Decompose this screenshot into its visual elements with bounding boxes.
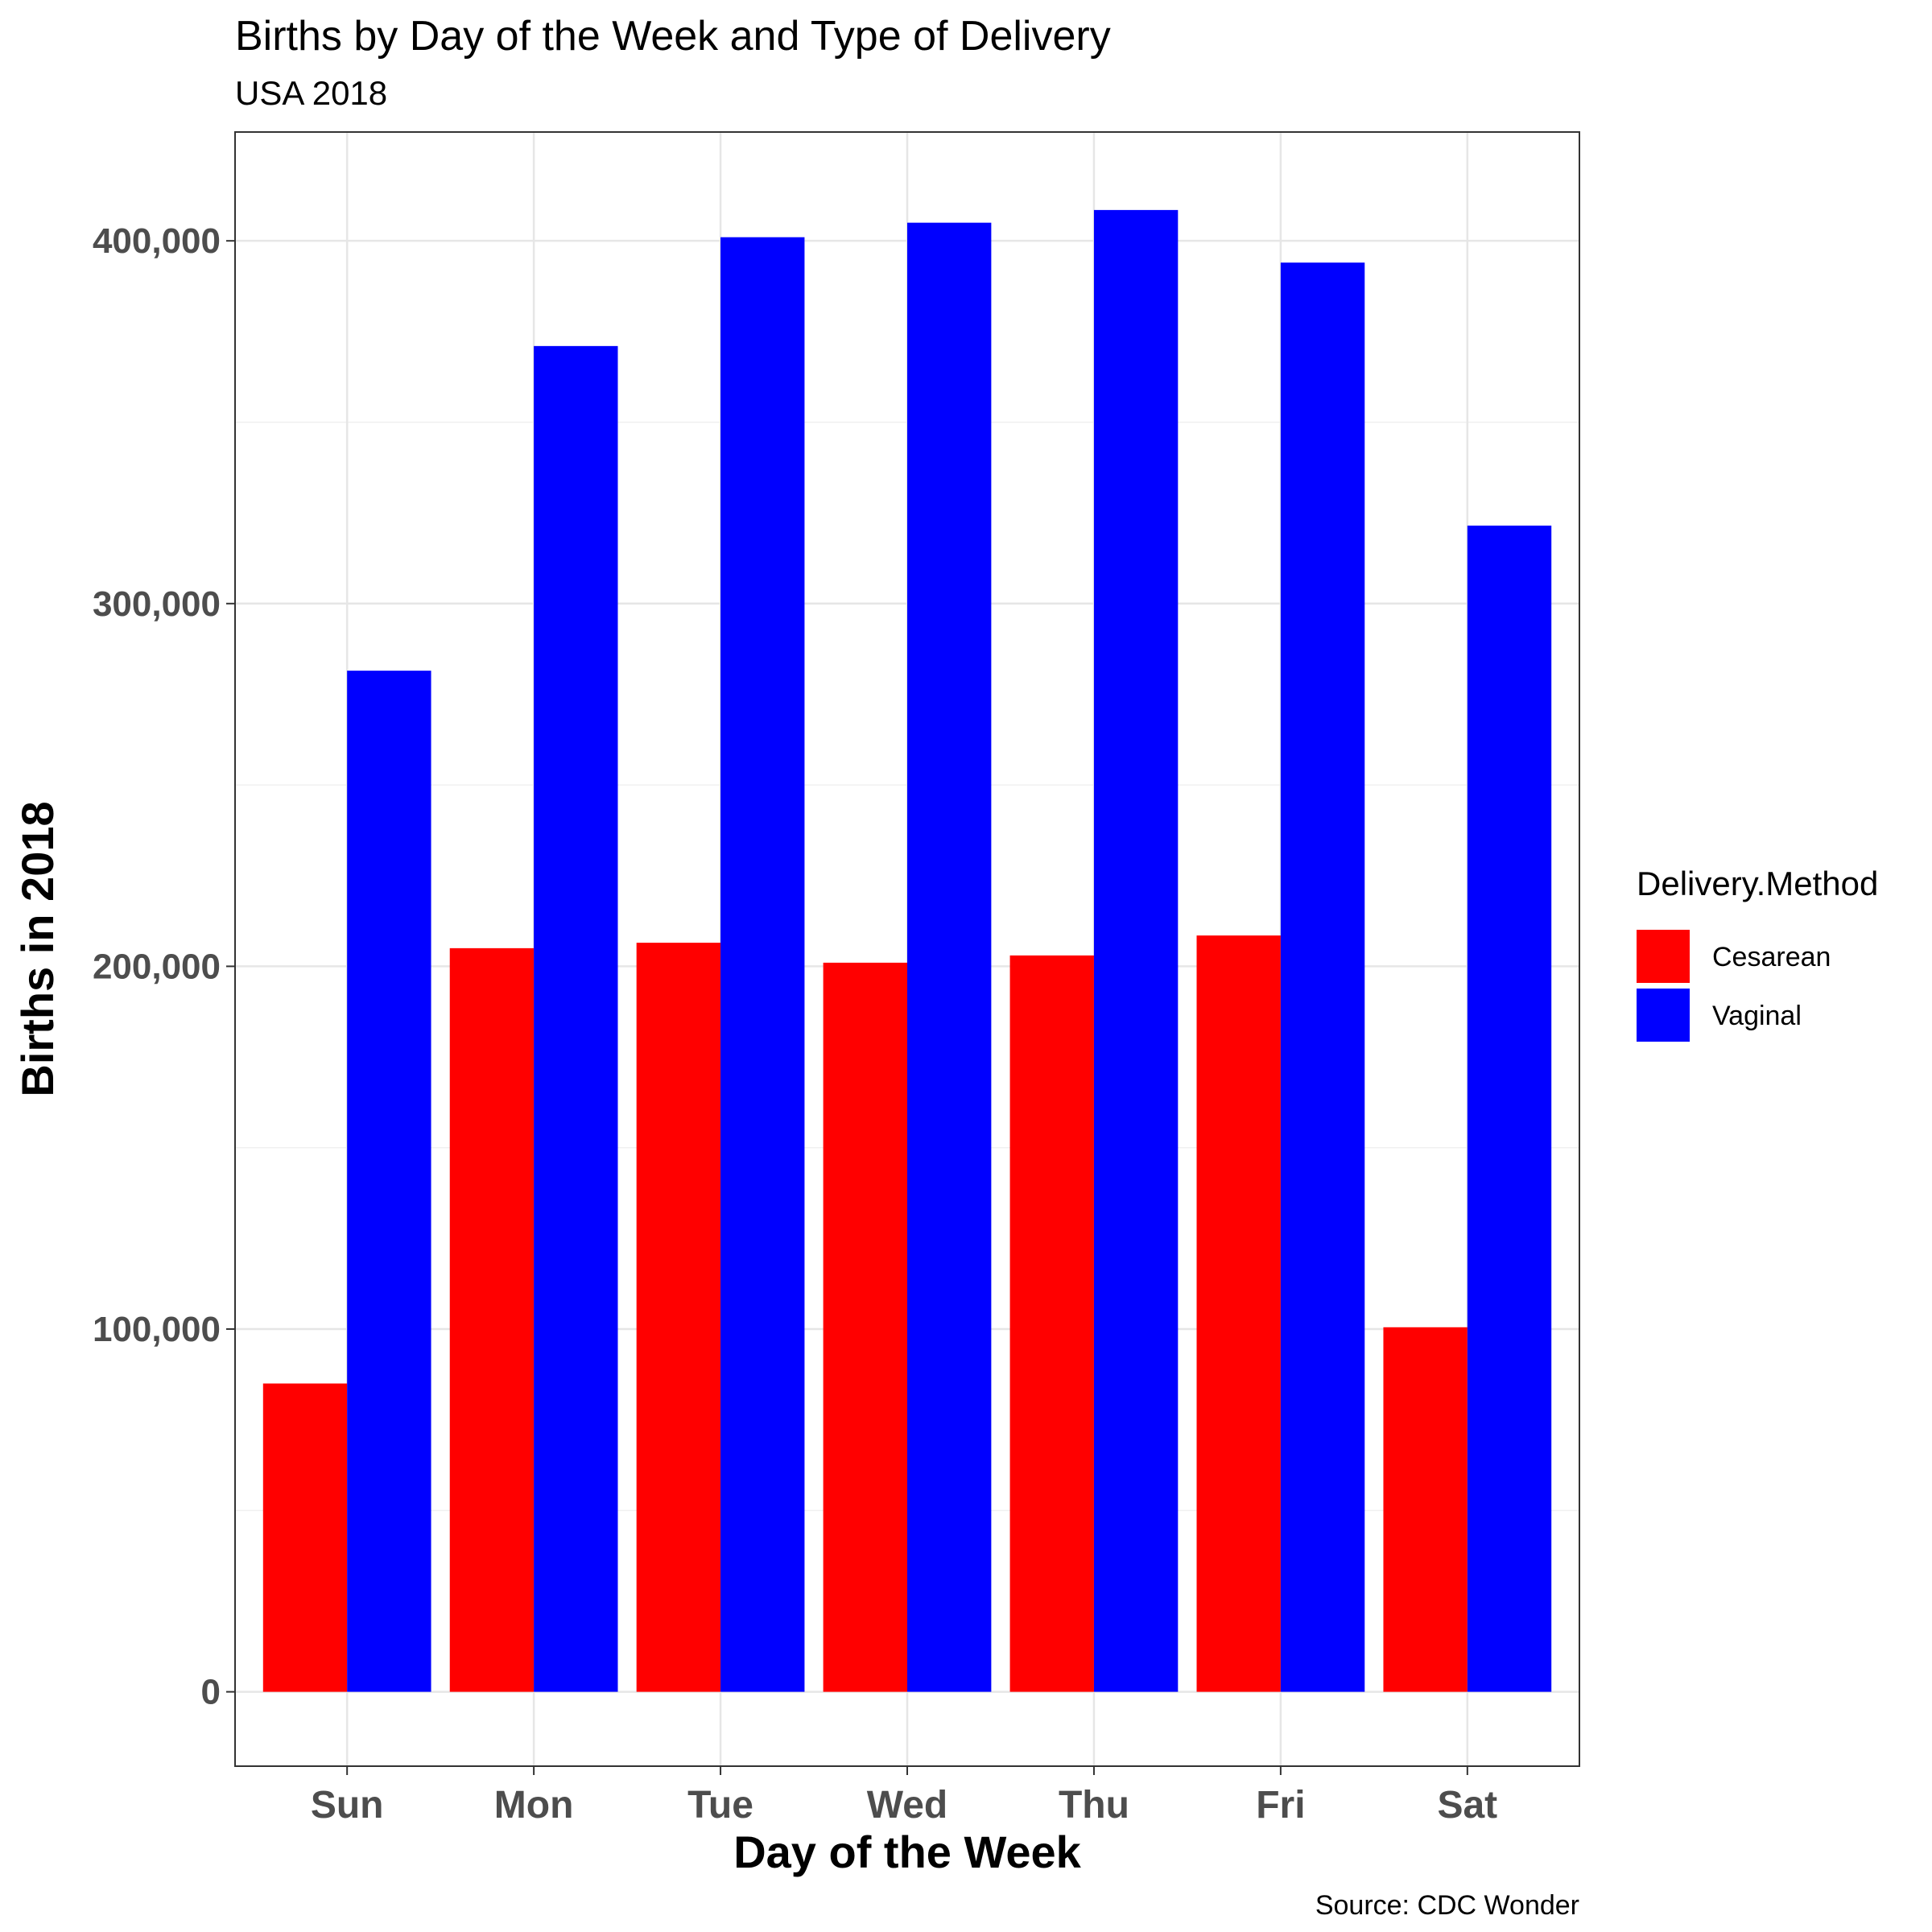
x-axis: Sun Mon Tue Wed Thu Fri Sat — [311, 1766, 1497, 1827]
bar-vaginal-sat — [1467, 525, 1552, 1692]
bar-cesarean-tue — [636, 943, 721, 1692]
legend-key-cesarean — [1637, 930, 1690, 983]
y-axis-title: Births in 2018 — [12, 801, 63, 1096]
y-axis: 0 100,000 200,000 300,000 400,000 — [93, 221, 235, 1712]
source-caption: Source: CDC Wonder — [1315, 1890, 1579, 1921]
legend-label-vaginal: Vaginal — [1712, 1001, 1802, 1031]
legend-title: Delivery.Method — [1637, 865, 1878, 902]
bar-cesarean-thu — [1009, 955, 1094, 1692]
bar-cesarean-fri — [1196, 935, 1281, 1692]
legend: Delivery.Method Cesarean Vaginal — [1637, 865, 1878, 1042]
bar-vaginal-mon — [534, 345, 618, 1692]
x-tick-label-fri: Fri — [1256, 1784, 1305, 1827]
y-tick-label: 400,000 — [93, 221, 221, 261]
x-axis-title: Day of the Week — [733, 1827, 1081, 1877]
x-tick-label-wed: Wed — [867, 1784, 947, 1827]
x-tick-label-thu: Thu — [1059, 1784, 1129, 1827]
bar-cesarean-sat — [1383, 1327, 1468, 1692]
y-tick-label: 300,000 — [93, 584, 221, 624]
x-tick-label-sun: Sun — [311, 1784, 384, 1827]
chart-subtitle: USA 2018 — [235, 74, 387, 112]
legend-key-vaginal — [1637, 989, 1690, 1042]
bar-vaginal-fri — [1280, 262, 1365, 1692]
y-tick-label: 0 — [201, 1673, 221, 1712]
y-tick-label: 200,000 — [93, 947, 221, 986]
bar-vaginal-wed — [907, 222, 992, 1692]
bar-vaginal-tue — [720, 237, 805, 1692]
bar-vaginal-sun — [347, 671, 431, 1692]
bar-vaginal-thu — [1093, 209, 1179, 1692]
x-tick-label-sat: Sat — [1437, 1784, 1497, 1827]
y-tick-label: 100,000 — [93, 1310, 221, 1349]
bar-cesarean-mon — [449, 947, 535, 1692]
legend-label-cesarean: Cesarean — [1712, 942, 1831, 972]
bars — [262, 209, 1552, 1692]
bar-cesarean-sun — [262, 1383, 348, 1692]
chart-title: Births by Day of the Week and Type of De… — [235, 13, 1111, 60]
x-tick-label-mon: Mon — [494, 1784, 574, 1827]
x-tick-label-tue: Tue — [687, 1784, 753, 1827]
bar-cesarean-wed — [823, 962, 907, 1692]
